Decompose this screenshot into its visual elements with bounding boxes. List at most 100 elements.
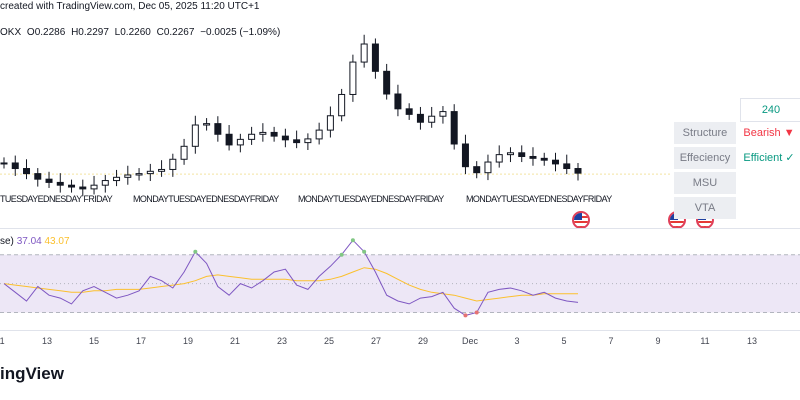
rsi-legend: se) 37.04 43.07 [0, 235, 70, 249]
rsi-legend-prefix: se) [0, 236, 14, 247]
x-tick-label: 27 [370, 336, 382, 346]
candle [293, 139, 301, 144]
day-label-group-4: MONDAYTUESDAYEDNESDAYFRIDAY [466, 194, 612, 204]
candle [101, 180, 109, 186]
low-label: L [114, 27, 121, 38]
candle [259, 131, 267, 135]
efficiency-label: Effeciency [674, 147, 736, 169]
candle [281, 135, 289, 141]
tradingview-logo: ingView [0, 364, 64, 383]
candle [405, 108, 413, 115]
candle [540, 157, 548, 161]
high-value: 0.2297 [78, 27, 109, 38]
day-label-group-1: TUESDAYEDNESDAY FRIDAY [0, 194, 113, 204]
rsi-chart[interactable] [0, 229, 800, 330]
x-tick-label: 11 [0, 336, 5, 346]
open-label: O [26, 27, 35, 38]
candle [191, 124, 199, 147]
candle [450, 111, 458, 145]
candle [68, 184, 76, 188]
us-flag-icon[interactable] [572, 211, 590, 229]
candle [225, 133, 233, 146]
candle [180, 145, 188, 160]
candle [23, 168, 31, 175]
rsi-value: 37.04 [16, 236, 42, 247]
candle [11, 162, 19, 170]
watermark-header: created with TradingView.com, Dec 05, 20… [0, 0, 800, 14]
vta-label: VTA [674, 197, 736, 219]
candle [203, 123, 211, 126]
candle [236, 138, 244, 146]
candle [326, 115, 334, 131]
close-value: 0.2267 [163, 27, 195, 38]
candle [0, 162, 8, 165]
pane-separator[interactable] [0, 228, 800, 229]
candle [90, 184, 98, 190]
candle [270, 131, 278, 137]
candle [113, 176, 121, 182]
candle [428, 115, 436, 123]
overbought-marker [193, 249, 198, 254]
candle [315, 129, 323, 140]
timeframe-cell: 240 [740, 98, 800, 122]
x-tick-label: 13 [746, 336, 758, 346]
day-label-group-3: MONDAYTUESDAYEDNESDAYFRIDAY [298, 194, 444, 204]
overbought-marker [362, 249, 367, 254]
candle [349, 61, 357, 95]
structure-label: Structure [674, 122, 736, 144]
candle [146, 170, 154, 175]
candle [461, 143, 469, 168]
x-tick-label: 29 [417, 336, 429, 346]
candle [371, 43, 379, 72]
x-tick-label: 23 [276, 336, 288, 346]
rsi-ma-line [3, 267, 578, 302]
oversold-marker [474, 310, 479, 315]
candle [248, 133, 256, 140]
open-value: 0.2286 [34, 27, 66, 38]
rsi-ma-value: 43.07 [44, 236, 70, 247]
candle [169, 158, 177, 170]
candle [416, 113, 424, 123]
candle [484, 161, 492, 174]
candle [495, 154, 503, 163]
low-value: 0.2260 [120, 27, 151, 38]
close-label: C [156, 27, 164, 38]
x-tick-label: 13 [41, 336, 53, 346]
candle [529, 155, 537, 159]
x-tick-label: 19 [182, 336, 194, 346]
candle [360, 43, 368, 63]
x-tick-label: 15 [88, 336, 100, 346]
candle [383, 70, 391, 95]
exchange-label: OKX [0, 27, 22, 38]
time-axis-separator [0, 330, 800, 331]
structure-value: Bearish ▼ [743, 127, 795, 139]
change-value: −0.0025 (−1.09%) [200, 27, 281, 38]
candle [506, 152, 514, 156]
candle [563, 163, 571, 170]
rsi-line [3, 239, 579, 316]
overbought-marker [350, 238, 355, 243]
candle [158, 168, 166, 172]
x-tick-label: 9 [655, 336, 661, 346]
candle [551, 159, 559, 165]
candle [124, 174, 132, 178]
candle [56, 181, 64, 186]
msu-label: MSU [674, 172, 736, 194]
candle [45, 178, 53, 183]
x-tick-label: 5 [561, 336, 567, 346]
candle [79, 186, 87, 190]
candle [135, 173, 143, 176]
x-tick-label: 25 [323, 336, 335, 346]
x-tick-label: 3 [514, 336, 520, 346]
candle [338, 93, 346, 117]
candle [473, 166, 481, 174]
candle [439, 111, 447, 117]
candle [214, 123, 222, 135]
candle [304, 138, 312, 144]
overbought-marker [339, 252, 344, 257]
high-label: H [71, 27, 79, 38]
candle [574, 168, 582, 174]
price-chart[interactable] [0, 0, 800, 228]
candle [518, 152, 526, 157]
x-tick-label: 21 [229, 336, 241, 346]
